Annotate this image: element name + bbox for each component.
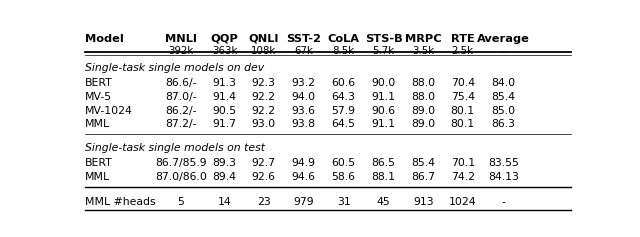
Text: 14: 14 — [218, 197, 232, 207]
Text: 90.5: 90.5 — [212, 106, 237, 116]
Text: 23: 23 — [257, 197, 271, 207]
Text: 94.6: 94.6 — [292, 172, 316, 182]
Text: 64.3: 64.3 — [332, 92, 356, 102]
Text: 85.4: 85.4 — [412, 158, 435, 168]
Text: 5.7k: 5.7k — [372, 46, 395, 56]
Text: 74.2: 74.2 — [451, 172, 475, 182]
Text: 979: 979 — [293, 197, 314, 207]
Text: Single-task single models on dev: Single-task single models on dev — [85, 63, 264, 73]
Text: 92.2: 92.2 — [252, 106, 276, 116]
Text: 58.6: 58.6 — [332, 172, 356, 182]
Text: 86.6/-: 86.6/- — [165, 78, 196, 88]
Text: 86.7: 86.7 — [412, 172, 435, 182]
Text: 80.1: 80.1 — [451, 119, 475, 129]
Text: QNLI: QNLI — [248, 34, 279, 44]
Text: 87.2/-: 87.2/- — [165, 119, 196, 129]
Text: 89.0: 89.0 — [412, 106, 436, 116]
Text: 84.0: 84.0 — [492, 78, 515, 88]
Text: 87.0/86.0: 87.0/86.0 — [155, 172, 207, 182]
Text: -: - — [502, 46, 505, 56]
Text: 85.0: 85.0 — [492, 106, 515, 116]
Text: RTE: RTE — [451, 34, 474, 44]
Text: 92.2: 92.2 — [252, 92, 276, 102]
Text: 89.0: 89.0 — [412, 119, 436, 129]
Text: 90.6: 90.6 — [371, 106, 396, 116]
Text: 92.6: 92.6 — [252, 172, 276, 182]
Text: -: - — [501, 197, 505, 207]
Text: SST-2: SST-2 — [286, 34, 321, 44]
Text: 91.7: 91.7 — [212, 119, 237, 129]
Text: 94.9: 94.9 — [292, 158, 316, 168]
Text: 87.0/-: 87.0/- — [165, 92, 196, 102]
Text: 64.5: 64.5 — [332, 119, 356, 129]
Text: 94.0: 94.0 — [292, 92, 316, 102]
Text: 93.6: 93.6 — [292, 106, 316, 116]
Text: MML #heads: MML #heads — [85, 197, 156, 207]
Text: 86.7/85.9: 86.7/85.9 — [155, 158, 207, 168]
Text: 91.4: 91.4 — [212, 92, 237, 102]
Text: 88.0: 88.0 — [412, 78, 436, 88]
Text: MML: MML — [85, 119, 110, 129]
Text: 92.3: 92.3 — [252, 78, 276, 88]
Text: 60.6: 60.6 — [332, 78, 356, 88]
Text: 86.2/-: 86.2/- — [165, 106, 196, 116]
Text: 93.8: 93.8 — [292, 119, 316, 129]
Text: 913: 913 — [413, 197, 434, 207]
Text: MV-5: MV-5 — [85, 92, 112, 102]
Text: 86.5: 86.5 — [372, 158, 396, 168]
Text: 70.1: 70.1 — [451, 158, 475, 168]
Text: 75.4: 75.4 — [451, 92, 475, 102]
Text: 45: 45 — [377, 197, 390, 207]
Text: STS-B: STS-B — [365, 34, 403, 44]
Text: MML: MML — [85, 172, 110, 182]
Text: 8.5k: 8.5k — [333, 46, 355, 56]
Text: 108k: 108k — [251, 46, 276, 56]
Text: 3.5k: 3.5k — [412, 46, 435, 56]
Text: 93.0: 93.0 — [252, 119, 276, 129]
Text: 90.0: 90.0 — [371, 78, 396, 88]
Text: 88.1: 88.1 — [372, 172, 396, 182]
Text: CoLA: CoLA — [328, 34, 360, 44]
Text: 92.7: 92.7 — [252, 158, 276, 168]
Text: MV-1024: MV-1024 — [85, 106, 133, 116]
Text: 31: 31 — [337, 197, 351, 207]
Text: Model: Model — [85, 34, 124, 44]
Text: 83.55: 83.55 — [488, 158, 519, 168]
Text: 89.4: 89.4 — [212, 172, 237, 182]
Text: 70.4: 70.4 — [451, 78, 475, 88]
Text: 84.13: 84.13 — [488, 172, 519, 182]
Text: MNLI: MNLI — [165, 34, 197, 44]
Text: 93.2: 93.2 — [292, 78, 316, 88]
Text: 88.0: 88.0 — [412, 92, 436, 102]
Text: 60.5: 60.5 — [332, 158, 356, 168]
Text: 91.1: 91.1 — [372, 92, 396, 102]
Text: 363k: 363k — [212, 46, 237, 56]
Text: MRPC: MRPC — [405, 34, 442, 44]
Text: 392k: 392k — [168, 46, 193, 56]
Text: BERT: BERT — [85, 158, 113, 168]
Text: 2.5k: 2.5k — [452, 46, 474, 56]
Text: QQP: QQP — [211, 34, 239, 44]
Text: 67k: 67k — [294, 46, 313, 56]
Text: 80.1: 80.1 — [451, 106, 475, 116]
Text: BERT: BERT — [85, 78, 113, 88]
Text: Single-task single models on test: Single-task single models on test — [85, 143, 265, 153]
Text: 89.3: 89.3 — [212, 158, 237, 168]
Text: 57.9: 57.9 — [332, 106, 356, 116]
Text: 85.4: 85.4 — [492, 92, 515, 102]
Text: 91.3: 91.3 — [212, 78, 237, 88]
Text: Average: Average — [477, 34, 530, 44]
Text: 1024: 1024 — [449, 197, 476, 207]
Text: 91.1: 91.1 — [372, 119, 396, 129]
Text: 86.3: 86.3 — [492, 119, 515, 129]
Text: 5: 5 — [177, 197, 184, 207]
